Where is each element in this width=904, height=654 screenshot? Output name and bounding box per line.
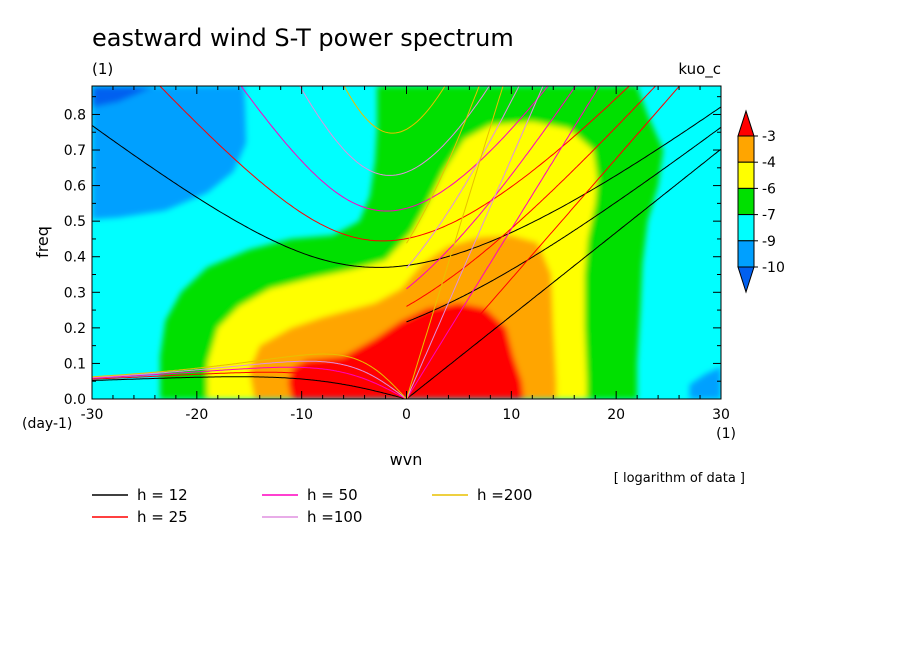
x-tick-label: 0 [402, 407, 411, 423]
data-note: [ logarithm of data ] [614, 471, 745, 486]
gravity-wave-line [159, 86, 631, 242]
x-axis-label: wvn [390, 450, 423, 469]
rossby-wave-line [92, 376, 407, 399]
legend-label: h = 25 [137, 508, 188, 526]
y-tick-label: 0.4 [64, 250, 86, 266]
mixed-wave-line [406, 86, 480, 244]
colorbar: -3 -4 -6 -7 -9 -10 [737, 109, 785, 294]
kelvin-wave-line [406, 86, 601, 399]
x-axis-ticks: -30 -20 -10 0 10 20 30 [81, 86, 730, 423]
colorbar-box [737, 135, 755, 163]
dispersion-curve-h12 [92, 106, 721, 399]
legend-label: h = 50 [307, 486, 358, 504]
colorbar-box [737, 214, 755, 242]
y-tick-label: 0.8 [64, 107, 86, 123]
rossby-wave-line [92, 360, 407, 399]
y-tick-label: 0.7 [64, 143, 86, 159]
colorbar-label: -10 [762, 260, 785, 276]
dispersion-curves [92, 86, 721, 399]
gravity-wave-line [240, 86, 549, 212]
y-tick-label: 0.1 [64, 356, 86, 372]
contour-band-0 [92, 86, 247, 220]
x-tick-label: -20 [185, 407, 208, 423]
dispersion-curve-h25 [92, 86, 681, 399]
mixed-wave-line [406, 86, 657, 307]
colorbar-label: -3 [762, 129, 776, 145]
y-tick-label: 0.2 [64, 321, 86, 337]
x-tick-label: -10 [290, 407, 313, 423]
kelvin-wave-line [406, 148, 721, 399]
x-tick-label: 20 [607, 407, 625, 423]
kelvin-wave-line [406, 86, 504, 399]
chart-title: eastward wind S-T power spectrum [92, 24, 514, 52]
kelvin-wave-line [406, 86, 544, 399]
mixed-wave-line [406, 86, 520, 269]
y-axis-ticks: 0.0 0.1 0.2 0.3 0.4 0.5 0.6 0.7 0.8 [64, 96, 721, 408]
legend-item-h25: h = 25 [92, 508, 188, 526]
y-tick-label: 0.3 [64, 285, 86, 301]
mixed-wave-line [406, 86, 577, 290]
dispersion-curve-h100 [92, 86, 544, 399]
colorbar-label: -4 [762, 155, 776, 171]
x-tick-label: -30 [81, 407, 104, 423]
legend-label: h = 12 [137, 486, 188, 504]
y-axis-label: freq [33, 226, 52, 258]
y-tick-label: 0.5 [64, 214, 86, 230]
rossby-wave-line [92, 366, 407, 399]
colorbar-label: -9 [762, 234, 776, 250]
colorbar-top-arrow [737, 109, 755, 137]
y-tick-label: 0.0 [64, 392, 86, 408]
spectrum-contours [92, 86, 721, 399]
dispersion-curve-h50 [92, 86, 601, 399]
mixed-wave-line [406, 126, 721, 323]
contour-band-6 [288, 303, 524, 399]
colorbar-box [737, 161, 755, 189]
colorbar-box [737, 187, 755, 216]
kelvin-wave-line [406, 86, 681, 399]
legend-item-h12: h = 12 [92, 486, 188, 504]
legend-item-h50: h = 50 [262, 486, 358, 504]
y-tick-label: 0.6 [64, 179, 86, 195]
legend: h = 12 h = 25 h = 50 h =100 h =200 [92, 486, 532, 526]
x-unit-label: (1) [716, 426, 736, 442]
contour-band-1 [92, 86, 155, 108]
gravity-wave-line [343, 86, 446, 134]
x-tick-label: 30 [712, 407, 730, 423]
dispersion-curve-h200 [92, 86, 504, 399]
y-unit-label: (day-1) [22, 416, 72, 432]
legend-label: h =200 [477, 486, 532, 504]
gravity-wave-line [92, 106, 721, 268]
legend-item-h200: h =200 [432, 486, 532, 504]
contour-band-2 [689, 367, 721, 399]
x-tick-label: 10 [502, 407, 520, 423]
colorbar-label: -7 [762, 208, 776, 224]
plot-area [92, 86, 721, 399]
colorbar-bottom-arrow [737, 266, 755, 294]
colorbar-label: -6 [762, 181, 776, 197]
gravity-wave-line [299, 86, 490, 176]
rossby-wave-line [92, 353, 407, 399]
chart-subtitle-right: kuo_c [678, 60, 721, 79]
chart-subtitle-left: (1) [92, 60, 113, 78]
colorbar-box [737, 240, 755, 268]
rossby-wave-line [92, 371, 407, 399]
legend-item-h100: h =100 [262, 508, 362, 526]
legend-label: h =100 [307, 508, 362, 526]
